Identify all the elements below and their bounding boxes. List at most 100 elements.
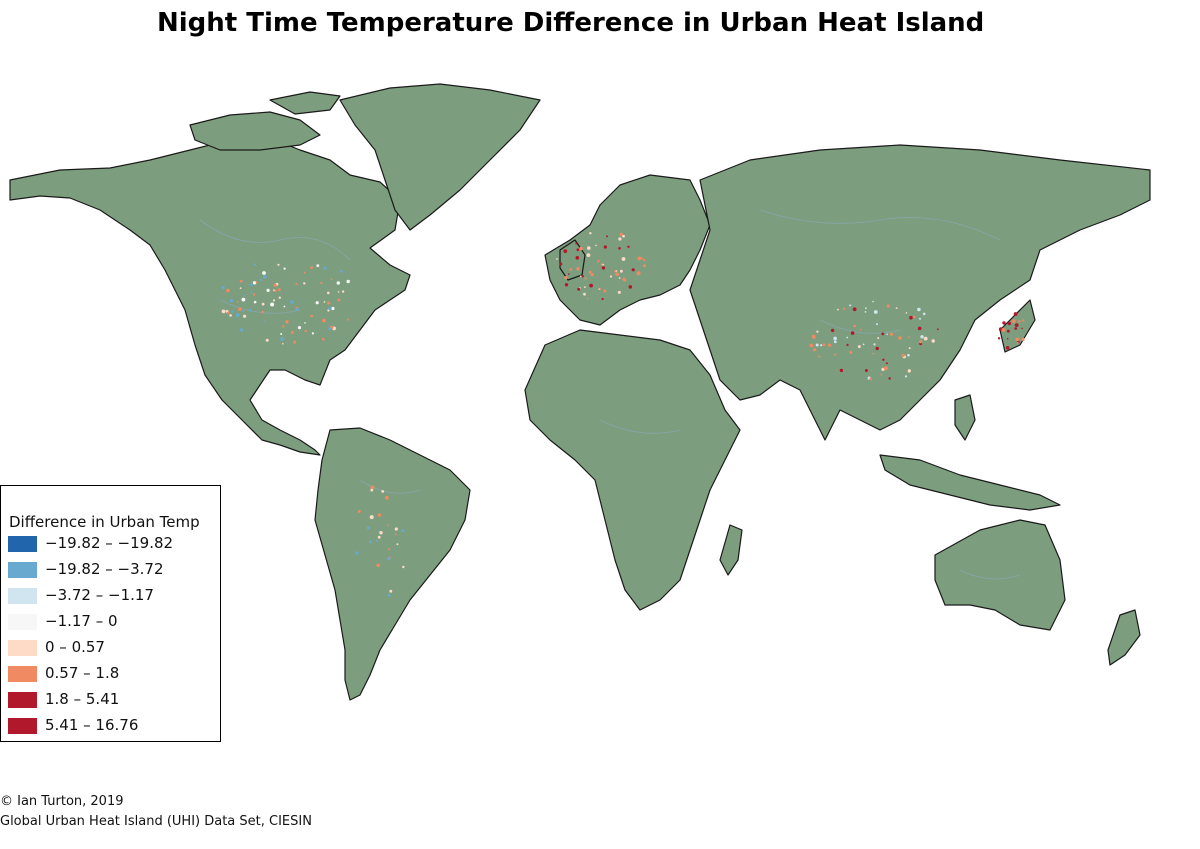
urban-dot	[282, 343, 284, 345]
urban-dot	[917, 307, 921, 312]
urban-dot	[376, 539, 379, 542]
urban-dot	[559, 262, 563, 266]
legend-swatch	[8, 588, 37, 604]
urban-dot	[809, 343, 814, 348]
urban-dot	[1013, 312, 1018, 316]
urban-dot	[280, 333, 283, 335]
urban-dot	[833, 340, 837, 344]
urban-dot	[231, 310, 234, 313]
urban-dot	[556, 258, 558, 260]
urban-dot	[377, 513, 382, 517]
urban-dot	[303, 282, 306, 285]
urban-dot	[576, 248, 580, 252]
urban-dot	[295, 282, 298, 285]
urban-dot	[599, 288, 602, 291]
urban-dot	[381, 490, 385, 493]
urban-dot	[575, 242, 578, 245]
urban-dot	[876, 323, 878, 326]
urban-dot	[280, 337, 285, 341]
legend-label: −3.72 – −1.17	[45, 586, 154, 604]
urban-dot	[922, 312, 926, 316]
urban-dot	[820, 344, 823, 347]
urban-dot	[628, 285, 633, 289]
urban-dot	[576, 267, 580, 271]
urban-dot	[1001, 328, 1006, 332]
urban-dot	[898, 336, 902, 340]
urban-dot	[290, 300, 294, 304]
urban-dot	[846, 336, 849, 339]
urban-dot	[377, 535, 381, 539]
urban-dot	[606, 235, 608, 238]
urban-dot	[297, 326, 302, 330]
urban-dot	[873, 343, 876, 346]
urban-dot	[615, 272, 619, 277]
urban-dot	[255, 281, 258, 284]
urban-dot	[865, 307, 867, 310]
urban-dot	[640, 257, 643, 260]
urban-dot	[278, 296, 281, 299]
urban-dot	[238, 307, 242, 311]
urban-dot	[1007, 321, 1011, 326]
urban-dot	[886, 333, 888, 336]
urban-dot	[880, 373, 883, 376]
urban-dot	[394, 527, 398, 531]
urban-dot	[389, 589, 393, 593]
urban-dot	[376, 563, 381, 567]
urban-dot	[588, 270, 592, 274]
urban-dot	[253, 300, 257, 304]
urban-dot	[843, 307, 846, 310]
legend-title: Difference in Urban Temp	[9, 513, 200, 531]
urban-dot	[322, 337, 325, 341]
legend-label: −19.82 – −19.82	[45, 534, 174, 552]
legend-swatch	[8, 718, 37, 734]
urban-dot	[323, 301, 326, 303]
urban-dot	[401, 529, 405, 532]
legend: Difference in Urban Temp −19.82 – −19.82…	[0, 485, 221, 742]
urban-dot	[1002, 321, 1006, 325]
urban-dot	[877, 337, 880, 340]
urban-dot	[270, 302, 275, 307]
legend-swatch	[8, 536, 37, 552]
urban-dot	[872, 300, 874, 303]
urban-dot	[618, 277, 621, 279]
urban-dot	[883, 366, 888, 371]
urban-dot	[564, 283, 569, 287]
urban-dot	[250, 291, 253, 294]
urban-dot	[293, 340, 297, 344]
land-masses	[9, 83, 1151, 701]
urban-dot	[266, 288, 270, 292]
urban-dot	[272, 299, 276, 302]
copyright-text: © Ian Turton, 2019	[0, 794, 124, 809]
urban-dot	[908, 347, 911, 350]
urban-dot	[328, 327, 332, 331]
australia	[934, 519, 1066, 631]
urban-dot	[620, 269, 623, 273]
urban-dot	[636, 271, 641, 276]
urban-dot	[346, 279, 350, 284]
urban-dot	[1018, 320, 1021, 323]
urban-dot	[262, 271, 266, 275]
urban-dot	[886, 304, 890, 308]
urban-dot	[563, 249, 568, 254]
urban-dot	[283, 305, 286, 308]
urban-dot	[239, 279, 243, 283]
urban-dot	[244, 294, 247, 296]
urban-dot	[643, 258, 646, 262]
urban-dot	[830, 328, 835, 333]
urban-dot	[386, 557, 391, 561]
legend-swatch	[8, 614, 37, 630]
urban-dot	[402, 565, 405, 569]
urban-dot	[379, 531, 383, 535]
urban-dot	[564, 276, 568, 280]
urban-dot	[310, 314, 314, 318]
urban-dot	[852, 307, 857, 312]
urban-dot	[263, 275, 267, 279]
data-source-text: Global Urban Heat Island (UHI) Data Set,…	[0, 814, 312, 829]
urban-dot	[252, 293, 256, 296]
urban-dot	[603, 289, 607, 293]
urban-dot	[357, 510, 361, 513]
urban-dot	[285, 320, 289, 324]
africa	[524, 329, 741, 611]
urban-dot	[316, 264, 320, 267]
urban-dot	[587, 246, 591, 250]
